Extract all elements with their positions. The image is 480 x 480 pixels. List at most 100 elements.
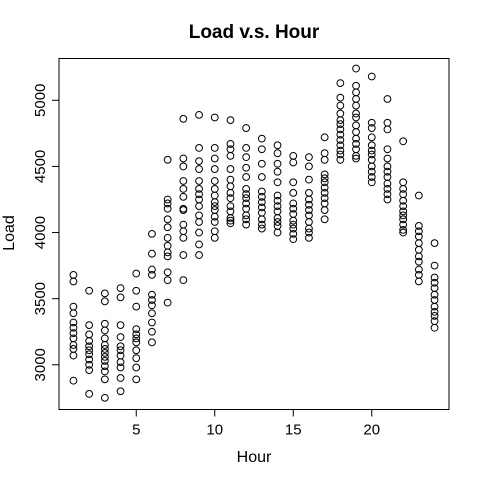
data-point	[257, 203, 266, 212]
data-point	[69, 323, 78, 332]
data-point	[383, 95, 392, 103]
data-point	[242, 211, 251, 220]
data-point	[179, 185, 188, 193]
data-point	[430, 296, 439, 304]
data-point	[242, 220, 251, 229]
y-axis: 3000 3500 4000 4500 5000	[32, 84, 59, 381]
data-point	[383, 195, 392, 204]
x-axis-label: Hour	[237, 449, 272, 466]
data-point	[85, 350, 94, 359]
data-point	[289, 188, 298, 197]
data-point	[430, 311, 439, 320]
data-point	[305, 211, 313, 220]
data-point	[430, 307, 439, 316]
data-point	[336, 130, 345, 139]
data-point	[399, 178, 408, 187]
data-point	[195, 211, 203, 220]
data-point	[179, 220, 188, 229]
data-point	[352, 81, 360, 90]
data-point	[69, 329, 78, 337]
data-point	[85, 342, 94, 351]
data-point	[132, 269, 141, 278]
data-point	[195, 228, 203, 237]
data-point	[289, 216, 298, 225]
data-point	[85, 389, 94, 398]
data-point	[242, 190, 251, 199]
data-point	[226, 182, 235, 191]
data-point	[163, 276, 172, 285]
data-point	[85, 286, 94, 295]
data-point	[273, 196, 282, 205]
data-point	[132, 375, 141, 384]
data-point	[352, 64, 360, 73]
data-point	[195, 157, 203, 166]
data-point	[336, 146, 345, 155]
data-point	[116, 293, 125, 302]
y-tick-label: 4000	[32, 216, 49, 249]
data-point	[242, 173, 251, 181]
data-point	[226, 175, 235, 184]
data-point	[367, 133, 376, 142]
data-point	[69, 351, 78, 360]
data-point	[352, 154, 360, 163]
data-point	[116, 346, 125, 355]
data-point	[100, 345, 109, 353]
plot-frame	[58, 58, 450, 410]
data-point	[414, 257, 423, 266]
data-point	[242, 215, 251, 224]
data-point	[116, 284, 125, 292]
data-point	[132, 302, 141, 311]
data-point	[69, 334, 78, 343]
data-point	[242, 185, 251, 193]
data-point	[210, 185, 219, 193]
data-point	[226, 194, 235, 203]
data-point	[320, 170, 329, 179]
data-point	[85, 355, 94, 364]
data-point	[352, 101, 360, 110]
data-point	[148, 296, 156, 304]
data-point	[367, 167, 376, 176]
data-point	[399, 207, 408, 216]
data-point	[367, 72, 376, 81]
data-point	[116, 333, 125, 341]
data-point	[399, 215, 408, 224]
data-point	[85, 366, 94, 374]
data-point	[163, 155, 172, 164]
y-tick-label: 5000	[32, 84, 49, 117]
data-point	[210, 202, 219, 210]
data-point	[320, 199, 329, 208]
data-point	[100, 375, 109, 384]
data-point	[289, 224, 298, 233]
data-point	[179, 162, 188, 171]
data-point	[132, 338, 141, 347]
data-point	[352, 109, 360, 118]
data-point	[148, 290, 156, 299]
data-point	[336, 120, 345, 128]
data-point	[69, 302, 78, 311]
data-point	[367, 150, 376, 159]
data-point	[195, 110, 203, 119]
data-point	[399, 211, 408, 220]
data-point	[336, 141, 345, 150]
data-point	[414, 265, 423, 274]
data-point	[336, 150, 345, 159]
data-point	[430, 323, 439, 332]
data-point	[367, 173, 376, 181]
data-point	[69, 376, 78, 385]
data-point	[320, 174, 329, 183]
data-point	[273, 167, 282, 176]
data-point	[289, 158, 298, 167]
data-point	[367, 146, 376, 155]
data-point	[352, 95, 360, 103]
data-point	[179, 204, 188, 213]
data-point	[367, 118, 376, 127]
data-point	[383, 154, 392, 163]
data-point	[100, 297, 109, 306]
data-points	[69, 64, 439, 402]
data-point	[257, 198, 266, 207]
data-point	[195, 185, 203, 193]
data-point	[100, 352, 109, 361]
data-point	[148, 249, 156, 258]
data-point	[226, 165, 235, 173]
